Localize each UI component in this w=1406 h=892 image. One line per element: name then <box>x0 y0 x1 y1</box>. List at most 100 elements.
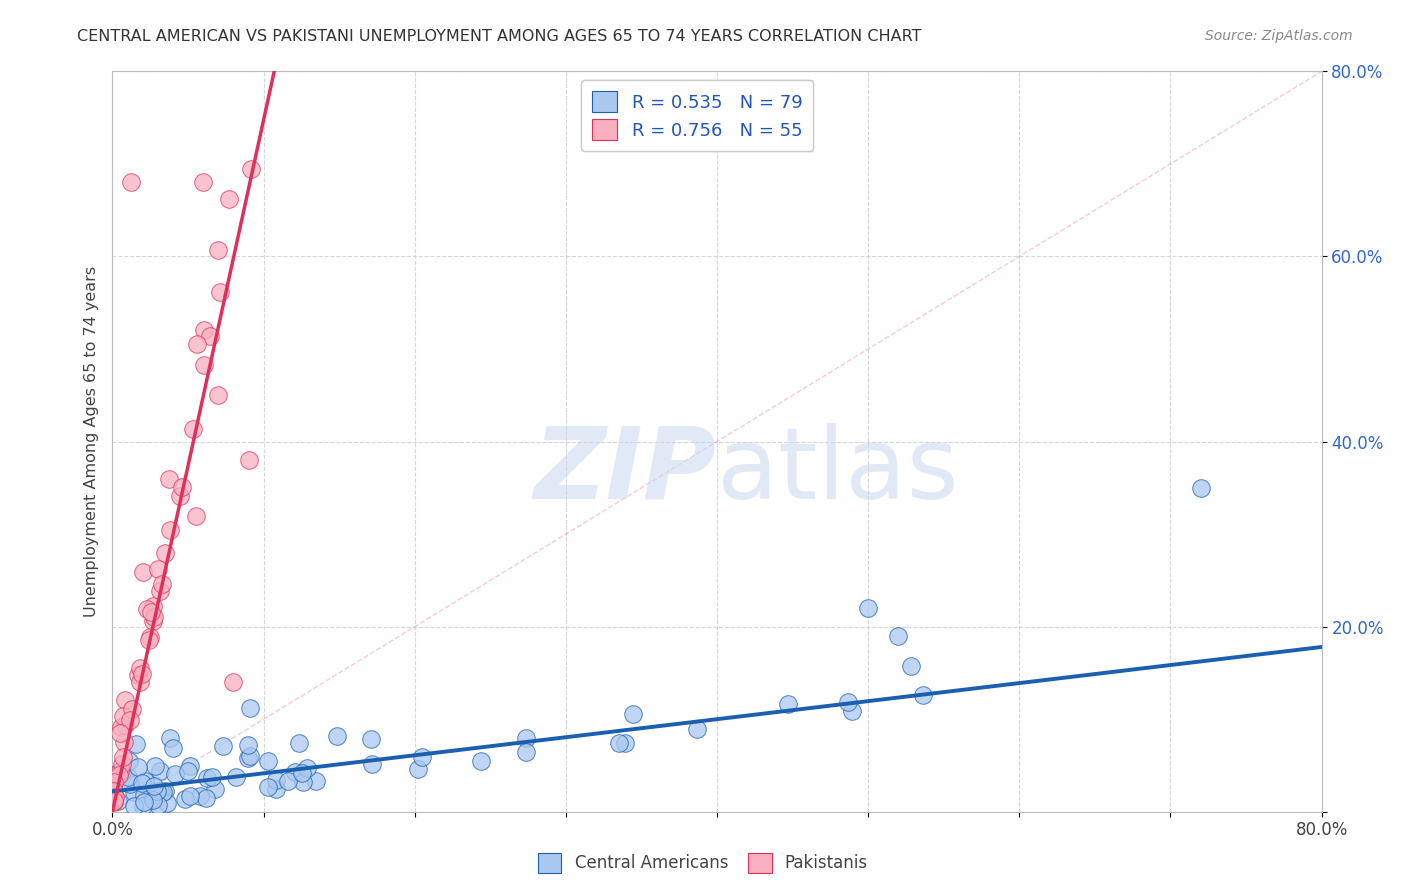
Point <box>108 726 131 740</box>
Point <box>911 688 934 702</box>
Point <box>132 799 155 814</box>
Point <box>136 602 159 616</box>
Point <box>103 767 125 781</box>
Point <box>120 777 142 791</box>
Point <box>143 610 166 624</box>
Point <box>277 773 299 788</box>
Point <box>207 244 229 258</box>
Point <box>111 756 134 771</box>
Point <box>103 794 125 808</box>
Point <box>143 780 166 794</box>
Point <box>183 422 205 436</box>
Point <box>326 730 349 744</box>
Text: ZIP: ZIP <box>534 423 717 520</box>
Point <box>132 566 155 580</box>
Point <box>103 775 125 789</box>
Point <box>191 175 214 190</box>
Point <box>162 741 184 756</box>
Point <box>127 668 149 682</box>
Point <box>305 773 328 788</box>
Point <box>155 796 177 810</box>
Point <box>141 791 163 805</box>
Point <box>103 786 125 800</box>
Point <box>163 767 186 781</box>
Point <box>186 336 208 351</box>
Point <box>238 749 260 764</box>
Point <box>118 754 141 768</box>
Point <box>159 731 181 746</box>
Point <box>607 736 630 750</box>
Point <box>176 764 198 779</box>
Point <box>108 768 131 782</box>
Point <box>207 388 229 402</box>
Point <box>105 766 128 780</box>
Point <box>103 791 125 805</box>
Point <box>103 784 125 798</box>
Point <box>411 750 433 764</box>
Point <box>120 714 142 728</box>
Point <box>613 735 636 749</box>
Point <box>264 772 287 787</box>
Point <box>887 629 910 643</box>
Point <box>170 479 193 493</box>
Text: Source: ZipAtlas.com: Source: ZipAtlas.com <box>1205 29 1353 43</box>
Point <box>257 755 280 769</box>
Point <box>212 739 235 754</box>
Point <box>107 794 129 808</box>
Point <box>283 765 305 780</box>
Point <box>114 692 136 706</box>
Point <box>204 781 226 796</box>
Y-axis label: Unemployment Among Ages 65 to 74 years: Unemployment Among Ages 65 to 74 years <box>83 266 98 617</box>
Point <box>225 770 247 784</box>
Point <box>841 704 863 718</box>
Point <box>470 754 492 768</box>
Legend: R = 0.535   N = 79, R = 0.756   N = 55: R = 0.535 N = 79, R = 0.756 N = 55 <box>581 80 813 151</box>
Point <box>515 731 537 745</box>
Point <box>239 700 262 714</box>
Point <box>179 759 201 773</box>
Point <box>194 791 217 805</box>
Point <box>179 789 201 804</box>
Point <box>201 770 224 784</box>
Point <box>145 759 167 773</box>
Point <box>114 717 136 731</box>
Point <box>856 601 880 615</box>
Point <box>152 785 174 799</box>
Point <box>408 762 430 776</box>
Point <box>157 472 180 486</box>
Point <box>149 764 172 778</box>
Point <box>236 751 259 765</box>
Point <box>142 791 165 805</box>
Point <box>200 329 222 343</box>
Point <box>132 795 155 809</box>
Point <box>122 785 145 799</box>
Point <box>240 162 263 177</box>
Point <box>134 788 156 802</box>
Point <box>129 674 152 689</box>
Point <box>108 764 131 779</box>
Point <box>149 583 172 598</box>
Point <box>621 706 644 721</box>
Point <box>150 576 173 591</box>
Point <box>361 757 384 772</box>
Point <box>297 761 319 775</box>
Point <box>292 774 315 789</box>
Point <box>776 697 799 711</box>
Point <box>837 695 859 709</box>
Point <box>900 659 922 673</box>
Point <box>124 737 146 751</box>
Point <box>103 795 125 809</box>
Point <box>184 508 207 523</box>
Point <box>1189 481 1212 495</box>
Point <box>193 358 215 372</box>
Point <box>128 661 150 675</box>
Point <box>134 774 156 789</box>
Point <box>146 562 169 576</box>
Point <box>111 709 134 723</box>
Point <box>121 702 143 716</box>
Point <box>174 791 197 805</box>
Point <box>142 615 165 629</box>
Point <box>124 798 146 813</box>
Point <box>103 792 125 806</box>
Point <box>238 453 260 467</box>
